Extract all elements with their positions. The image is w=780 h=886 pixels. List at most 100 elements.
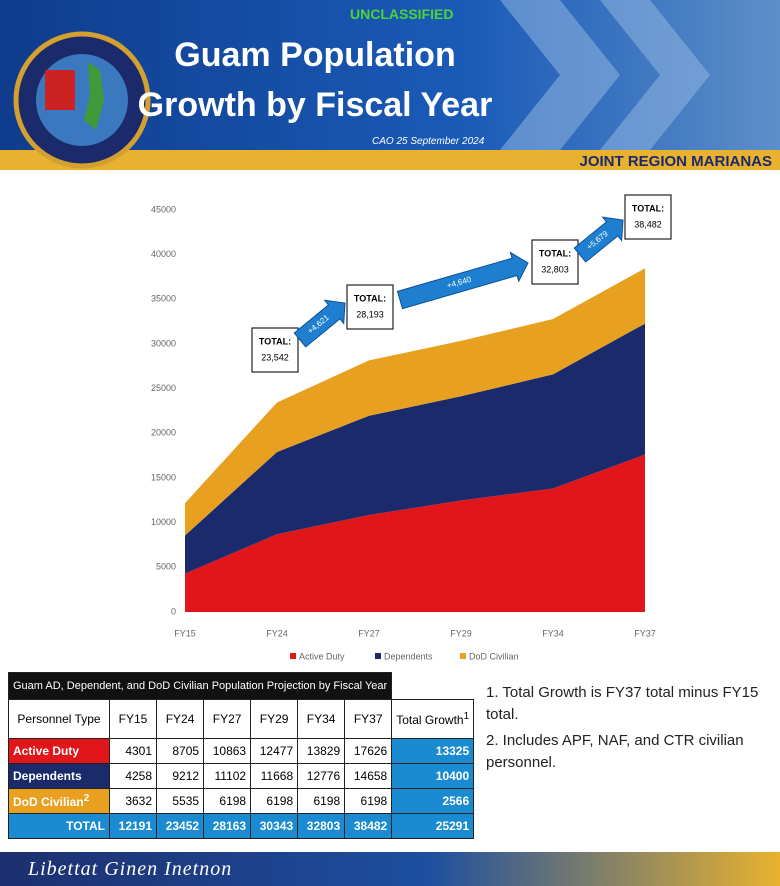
total-value: 23,542: [261, 352, 289, 362]
cell: 28163: [203, 813, 252, 839]
total-box: [624, 194, 672, 240]
emblem-island: [84, 62, 104, 130]
column-header: FY34: [297, 699, 346, 739]
column-header: FY27: [203, 699, 252, 739]
column-header: Total Growth1: [391, 699, 475, 739]
cell: 38482: [344, 813, 393, 839]
y-tick-label: 40000: [151, 249, 176, 259]
blank: [392, 673, 474, 700]
legend-swatch: [375, 653, 381, 659]
classification: UNCLASSIFIED: [350, 6, 454, 22]
legend-label: DoD Civilian: [469, 651, 519, 661]
emblem-flag: [45, 70, 75, 110]
row-header: Active Duty: [8, 738, 110, 764]
area: [185, 323, 645, 574]
y-tick-label: 15000: [151, 472, 176, 482]
area: [185, 454, 645, 612]
arrow-shape: [396, 251, 529, 310]
chart: 0 5000 10000 15000 20000 25000 30000 35000 40000…: [151, 194, 672, 661]
x-tick-label: FY27: [358, 628, 380, 638]
y-tick-label: 20000: [151, 428, 176, 438]
growth-cell: 13325: [391, 738, 475, 764]
total-label: TOTAL:: [539, 248, 571, 258]
growth-cell: 10400: [391, 763, 475, 789]
growth-cell: 2566: [391, 788, 475, 814]
cell: 23452: [156, 813, 205, 839]
table-row: Dependents 4258 9212 11102 11668 12776 14658 10…: [8, 763, 475, 789]
total-label: TOTAL:: [632, 203, 664, 213]
cell: 10863: [203, 738, 252, 764]
arrow-shape: [573, 216, 624, 263]
x-tick-label: FY29: [450, 628, 472, 638]
x-tick-label: FY37: [634, 628, 656, 638]
total-label: TOTAL:: [259, 336, 291, 346]
legend-swatch: [290, 653, 296, 659]
column-header: FY24: [156, 699, 205, 739]
y-tick-label: 35000: [151, 294, 176, 304]
cell: 12477: [250, 738, 299, 764]
row-header: Dependents: [8, 763, 110, 789]
table-row: DoD Civilian2 3632 5535 6198 6198 6198 6198 256…: [8, 788, 475, 814]
table-title-row: Guam AD, Dependent, and DoD Civilian Pop…: [7, 672, 474, 700]
data-table: Guam AD, Dependent, and DoD Civilian Pop…: [7, 672, 475, 839]
cell: 12776: [297, 763, 346, 789]
cell: 6198: [250, 788, 299, 814]
cell: 6198: [344, 788, 393, 814]
cell: 6198: [297, 788, 346, 814]
note: 1. Total Growth is FY37 total minus FY15…: [486, 684, 759, 723]
row-header: TOTAL: [8, 813, 110, 839]
column-header: Personnel Type: [8, 699, 110, 739]
region-strip: [0, 150, 780, 170]
cell: 9212: [156, 763, 205, 789]
y-tick-label: 25000: [151, 383, 176, 393]
motto: Libettat Ginen Inetnon: [28, 858, 233, 880]
total-label: TOTAL:: [354, 293, 386, 303]
total-box: [531, 239, 579, 285]
x-tick-label: FY15: [174, 628, 196, 638]
header-row: Personnel Type FY15 FY24 FY27 FY29 FY34 FY37 To…: [8, 699, 475, 739]
growth-cell: 25291: [391, 813, 475, 839]
column-header: FY15: [108, 699, 158, 739]
cell: 6198: [203, 788, 252, 814]
footnote-mark: 2: [83, 793, 90, 804]
region: JOINT REGION MARIANAS: [579, 153, 772, 170]
cell: 32803: [297, 813, 346, 839]
table-row: Active Duty 4301 8705 10863 12477 13829 17626 1…: [8, 738, 475, 764]
footer: Libettat Ginen Inetnon: [0, 852, 780, 886]
slide-title: Guam Population Growth by Fiscal Year: [137, 36, 493, 124]
row-header: DoD Civilian2: [8, 788, 110, 814]
column-header: FY37: [344, 699, 393, 739]
legend-label: Dependents: [384, 651, 433, 661]
x-tick-label: FY24: [266, 628, 288, 638]
y-tick-label: 10000: [151, 517, 176, 527]
cell: 11102: [203, 763, 252, 789]
cell: 5535: [156, 788, 205, 814]
growth-arrow: +4,640: [396, 251, 529, 310]
area: [185, 268, 645, 536]
total-value: 32,803: [541, 264, 569, 274]
y-tick-label: 30000: [151, 338, 176, 348]
cell: 12191: [108, 813, 158, 839]
cell: 4301: [108, 738, 158, 764]
y-tick-label: 5000: [156, 562, 176, 572]
cell: 3632: [108, 788, 158, 814]
x-tick-label: FY34: [542, 628, 564, 638]
note: 2. Includes APF, NAF, and CTR civilian p…: [486, 732, 744, 771]
table-row: TOTAL 12191 23452 28163 30343 32803 38482 25291: [8, 813, 475, 839]
cell: 17626: [344, 738, 393, 764]
date: CAO 25 September 2024: [372, 136, 485, 147]
cell: 14658: [344, 763, 393, 789]
chevron: [500, 0, 620, 150]
total-value: 38,482: [634, 219, 662, 229]
column-header: FY29: [250, 699, 299, 739]
cell: 8705: [156, 738, 205, 764]
y-tick-label: 45000: [151, 204, 176, 214]
notes: 1. Total Growth is FY37 total minus FY15…: [486, 682, 780, 778]
cell: 30343: [250, 813, 299, 839]
total-box: [346, 284, 394, 330]
total-box: [251, 327, 299, 373]
cell: 4258: [108, 763, 158, 789]
total-value: 28,193: [356, 309, 384, 319]
legend-swatch: [460, 653, 466, 659]
